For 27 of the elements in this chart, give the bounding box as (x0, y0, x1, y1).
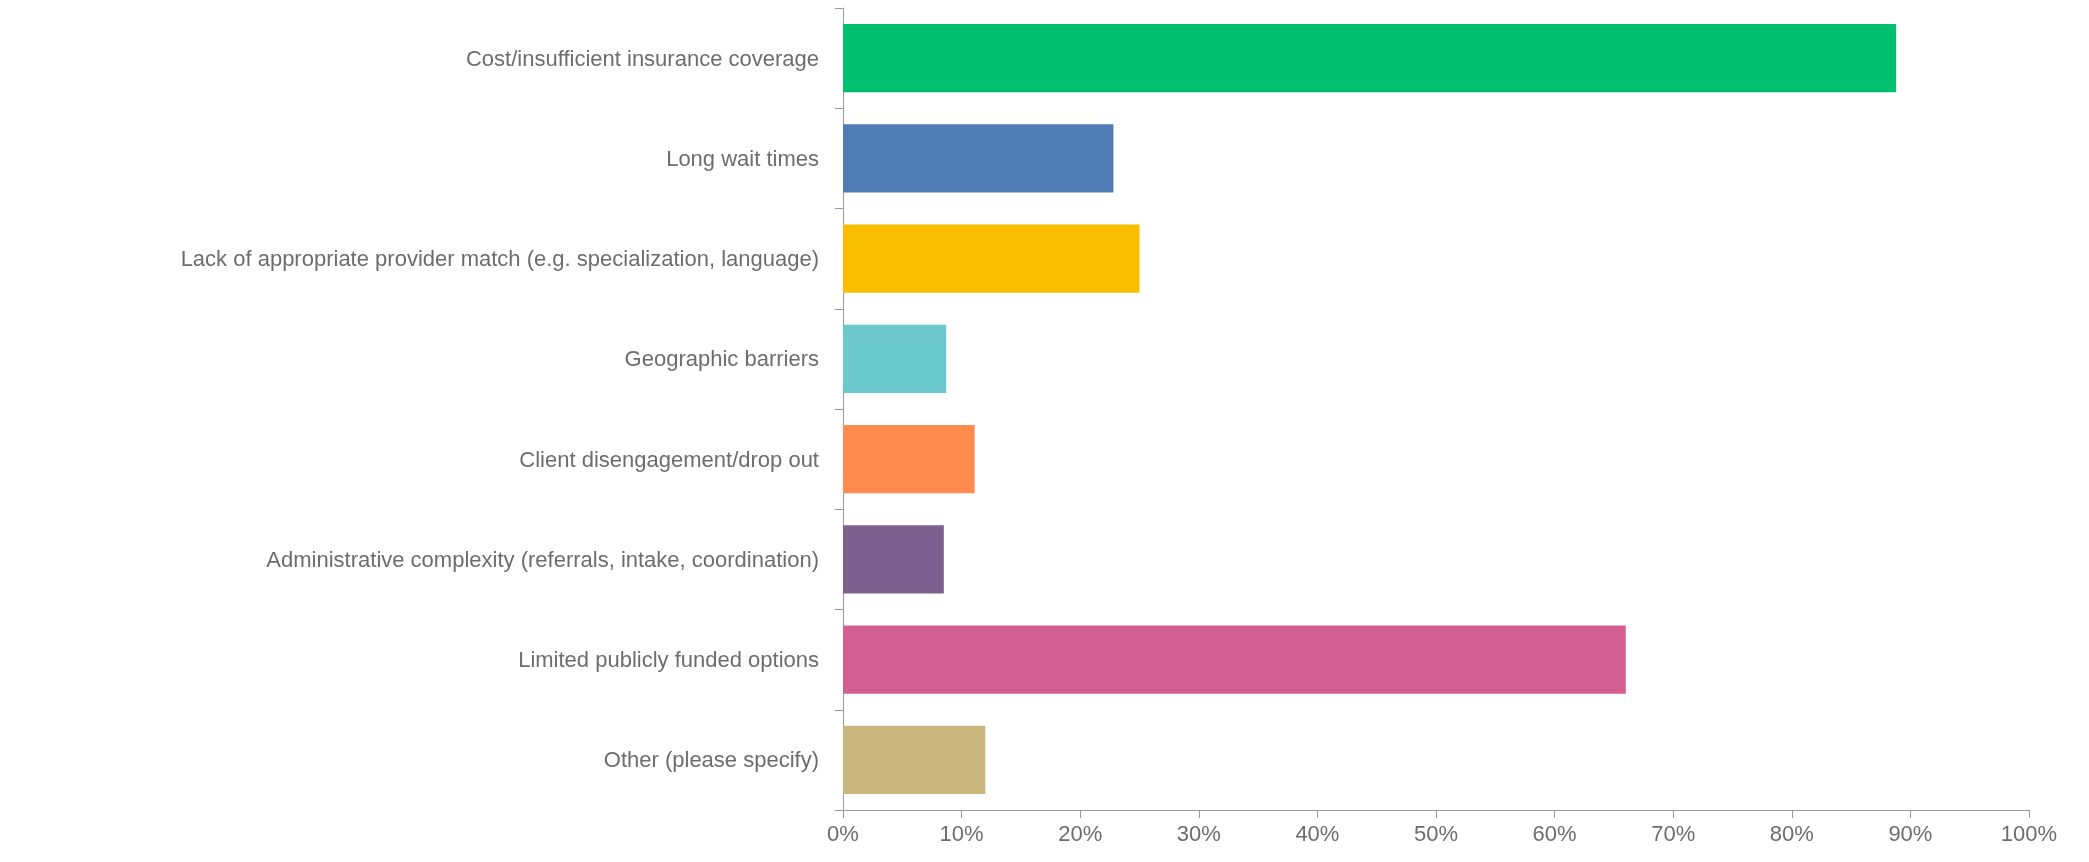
y-tick-label: Client disengagement/drop out (519, 446, 819, 472)
x-tick-label: 30% (1176, 820, 1221, 846)
y-tick-label: Geographic barriers (624, 346, 819, 372)
x-tick-label: 50% (1413, 820, 1459, 846)
x-tick-label: 60% (1532, 820, 1577, 846)
x-tick-label: 10% (939, 820, 984, 846)
x-tick-label: 0% (827, 820, 859, 846)
bar (843, 525, 944, 594)
bar (843, 725, 986, 794)
x-tick-label: 100% (2000, 820, 2058, 846)
y-tick-label: Administrative complexity (referrals, intake, coordination) (266, 546, 819, 572)
x-tick-label: 20% (1058, 820, 1103, 846)
y-tick-label: Limited publicly funded options (518, 647, 819, 673)
x-tick-label: 40% (1295, 820, 1340, 846)
bar (843, 24, 1897, 93)
bar (843, 224, 1140, 293)
y-tick-label: Long wait times (666, 145, 819, 171)
y-tick-label: Lack of appropriate provider match (e.g. specialization, language) (180, 246, 819, 272)
y-tick-label: Other (please specify) (603, 747, 819, 773)
x-tick-label: 70% (1651, 820, 1696, 846)
bar (843, 124, 1114, 193)
bar (843, 625, 1626, 694)
bar (843, 425, 975, 494)
bar (843, 324, 947, 393)
y-tick-label: Cost/insufficient insurance coverage (465, 45, 819, 71)
x-tick-label: 90% (1888, 820, 1933, 846)
x-tick-label: 80% (1769, 820, 1814, 846)
